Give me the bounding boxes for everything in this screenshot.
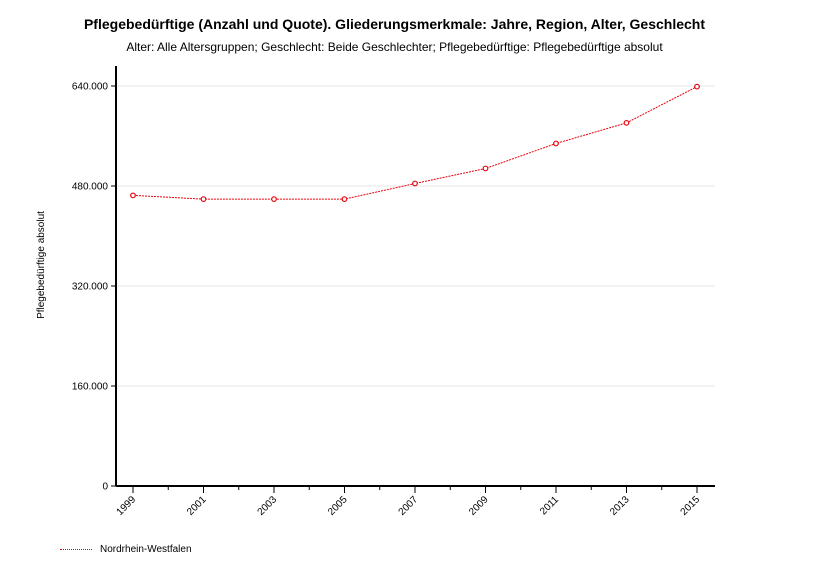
x-tick-label: 1999	[115, 494, 139, 518]
x-tick-label: 2003	[256, 494, 280, 518]
x-tick-label: 2007	[397, 494, 421, 518]
x-tick-label: 2015	[679, 494, 703, 518]
y-tick-label: 160.000	[72, 382, 109, 393]
x-tick-label: 2013	[608, 494, 632, 518]
data-point	[341, 196, 348, 203]
data-point	[694, 83, 700, 90]
legend: Nordrhein-Westfalen	[60, 544, 192, 555]
data-point	[412, 180, 418, 187]
x-tick-label: 2011	[538, 494, 561, 517]
data-point	[130, 192, 136, 199]
data-point	[200, 196, 207, 203]
series-nordrhein-westfalen	[130, 83, 700, 203]
legend-swatch	[60, 549, 92, 550]
chart-title: Pflegebedürftige (Anzahl und Quote). Gli…	[83, 16, 706, 32]
legend-label: Nordrhein-Westfalen	[100, 544, 192, 555]
y-axis-label: Pflegebedürftige absolut	[36, 211, 47, 319]
y-tick-label: 320.000	[72, 282, 109, 293]
y-axis-ticks: 0 160.000 320.000 480.000 640.000	[72, 82, 116, 493]
y-tick-label: 480.000	[72, 182, 109, 193]
data-point	[553, 140, 559, 147]
data-point	[482, 165, 489, 172]
y-tick-label: 0	[102, 482, 108, 493]
data-point	[271, 196, 277, 203]
x-axis-ticks: 1999 2001 2003 2005 2007 2009 2011 2013 2015	[115, 486, 703, 518]
x-tick-label: 2009	[467, 494, 491, 518]
y-tick-label: 640.000	[72, 82, 109, 93]
chart-subtitle: Alter: Alle Altersgruppen; Geschlecht: B…	[126, 40, 663, 54]
x-tick-label: 2005	[326, 494, 350, 518]
x-tick-label: 2001	[185, 494, 209, 518]
axes	[115, 66, 715, 487]
gridlines	[116, 85, 715, 387]
data-point	[623, 119, 630, 126]
